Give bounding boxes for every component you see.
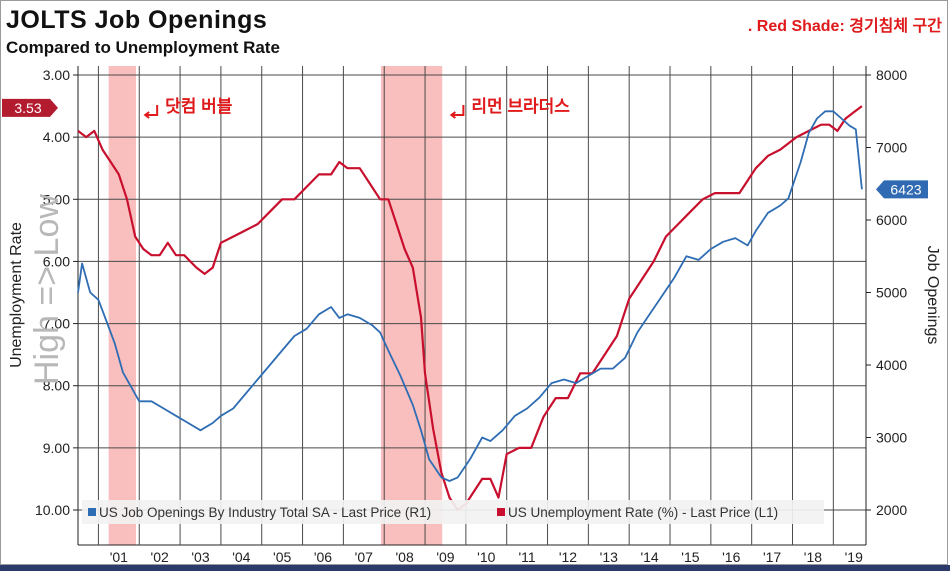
left-tick-label: 7.00	[43, 316, 70, 332]
job-openings-last-value: 6423	[890, 181, 921, 197]
x-tick-label: '13	[600, 549, 618, 565]
axis-direction-watermark: High => Low	[28, 194, 66, 385]
x-tick-label: '11	[519, 549, 536, 565]
job-openings-last-badge	[876, 180, 928, 199]
annotation-label-1: 닷컴 버블	[165, 96, 233, 116]
annotation-label-2: 리먼 브라더스	[471, 97, 570, 116]
annotation-arrow	[449, 105, 465, 119]
legend-box	[82, 500, 824, 524]
unemployment-rate-line	[77, 105, 863, 512]
right-axis-label: Job Openings	[924, 246, 941, 345]
unemployment-last-badge	[2, 98, 58, 117]
x-tick-label: '19	[845, 549, 863, 565]
x-tick-label: '15	[681, 549, 699, 565]
bottom-bar	[0, 565, 950, 571]
right-tick-label: 3000	[876, 430, 907, 446]
x-tick-label: '01	[110, 549, 128, 565]
x-tick-label: '16	[722, 549, 740, 565]
annotation-arrow	[143, 105, 159, 119]
recession-shade-note: . Red Shade: 경기침체 구간	[747, 18, 942, 35]
x-tick-label: '04	[232, 549, 250, 565]
left-tick-label: 10.00	[35, 502, 70, 518]
right-tick-label: 7000	[876, 140, 907, 156]
left-tick-label: 9.00	[43, 440, 70, 456]
right-tick-label: 5000	[876, 285, 907, 301]
left-tick-label: 8.00	[43, 378, 70, 394]
x-tick-label: '14	[640, 549, 658, 565]
x-tick-label: '02	[151, 549, 169, 565]
x-tick-label: '03	[191, 549, 209, 565]
recession-shade-2	[380, 66, 443, 545]
left-tick-label: 4.00	[43, 129, 70, 145]
x-tick-label: '18	[804, 549, 822, 565]
left-tick-label: 3.00	[43, 67, 70, 83]
unemployment-last-value: 3.53	[14, 100, 41, 116]
x-tick-label: '12	[559, 549, 577, 565]
legend-entry-2: US Unemployment Rate (%) - Last Price (L…	[508, 505, 778, 520]
x-tick-label: '06	[314, 549, 332, 565]
legend-entry-1: US Job Openings By Industry Total SA - L…	[99, 505, 431, 520]
page-subtitle: Compared to Unemployment Rate	[6, 38, 280, 57]
x-tick-label: '07	[355, 549, 373, 565]
page-title: JOLTS Job Openings	[6, 6, 268, 34]
job-openings-line	[77, 110, 863, 482]
x-tick-label: '08	[396, 549, 414, 565]
right-tick-label: 8000	[876, 67, 907, 83]
x-tick-label: '05	[273, 549, 291, 565]
right-tick-label: 2000	[876, 502, 907, 518]
x-tick-label: '09	[436, 549, 454, 565]
left-axis-label: Unemployment Rate	[8, 222, 25, 368]
legend-swatch	[497, 508, 505, 516]
right-tick-label: 4000	[876, 357, 907, 373]
x-tick-label: '10	[477, 549, 495, 565]
legend-swatch	[88, 508, 96, 516]
left-tick-label: 6.00	[43, 253, 70, 269]
recession-shade-1	[108, 66, 136, 545]
left-tick-label: 5.00	[43, 191, 70, 207]
x-tick-label: '17	[763, 549, 781, 565]
right-tick-label: 6000	[876, 212, 907, 228]
